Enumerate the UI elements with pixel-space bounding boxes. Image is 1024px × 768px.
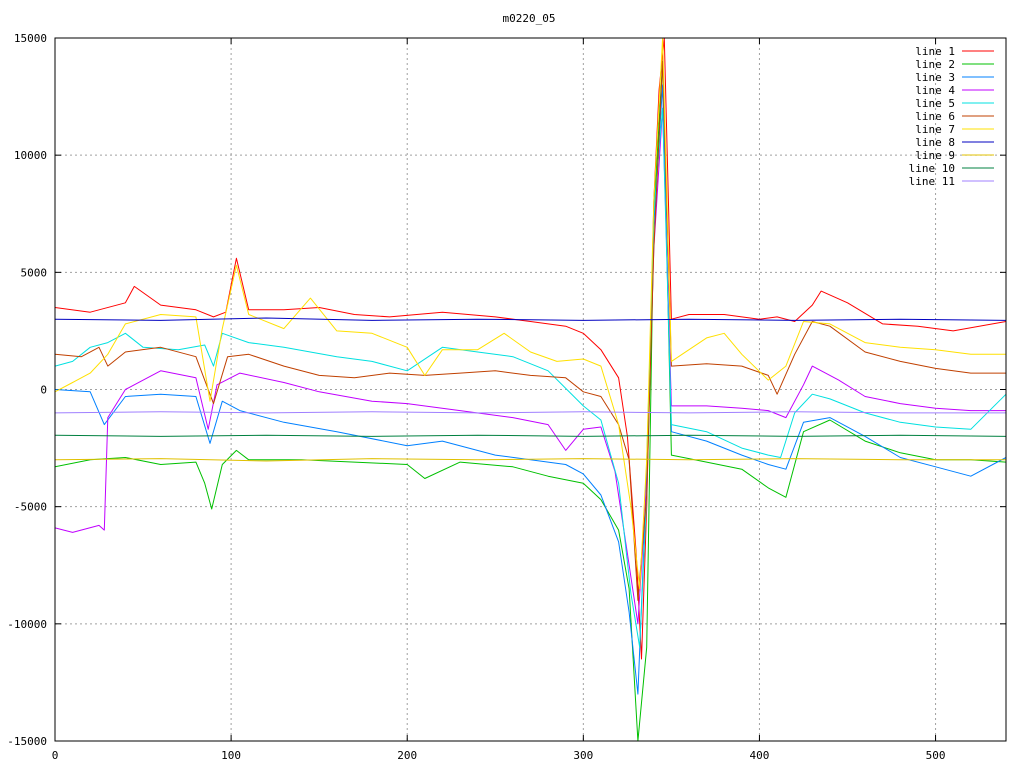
legend-label: line 3 [915,71,955,84]
legend-label: line 5 [915,97,955,110]
y-tick-label: -5000 [14,501,47,514]
series-line-line-1 [55,38,1006,660]
y-axis-ticks: -15000 -10000 -5000 0 5000 10000 15000 [7,32,1006,748]
y-tick-label: 5000 [21,266,48,279]
legend-label: line 10 [909,162,955,175]
legend-label: line 9 [915,149,955,162]
grid [55,38,1006,741]
legend-label: line 7 [915,123,955,136]
legend-label: line 8 [915,136,955,149]
series-line-line-4 [55,107,1006,625]
series-line-line-10 [55,434,1006,437]
chart-title: m0220_05 [503,12,556,25]
y-tick-label: -10000 [7,618,47,631]
legend-label: line 4 [915,84,955,97]
x-tick-label: 0 [52,749,59,762]
series-line-line-7 [55,38,1006,590]
y-tick-label: 15000 [14,32,47,45]
x-tick-label: 400 [750,749,770,762]
series-line-line-9 [55,458,1006,462]
legend-label: line 2 [915,58,955,71]
legend-label: line 11 [909,175,955,188]
plot-frame [54,37,1007,742]
y-tick-label: 0 [40,384,47,397]
series-line-line-5 [55,107,1006,648]
legend-label: line 6 [915,110,955,123]
x-tick-label: 500 [926,749,946,762]
x-tick-label: 100 [221,749,241,762]
series-line-line-8 [55,317,1006,321]
series-line-line-2 [55,60,1006,741]
legend-label: line 1 [915,45,955,58]
y-tick-label: -15000 [7,735,47,748]
series-line-line-11 [55,411,1006,414]
series-line-line-6 [55,60,1006,601]
y-tick-label: 10000 [14,149,47,162]
x-axis-ticks: 0 100 200 300 400 500 [52,38,946,762]
x-tick-label: 300 [573,749,593,762]
x-tick-label: 200 [397,749,417,762]
series-lines [55,38,1006,741]
